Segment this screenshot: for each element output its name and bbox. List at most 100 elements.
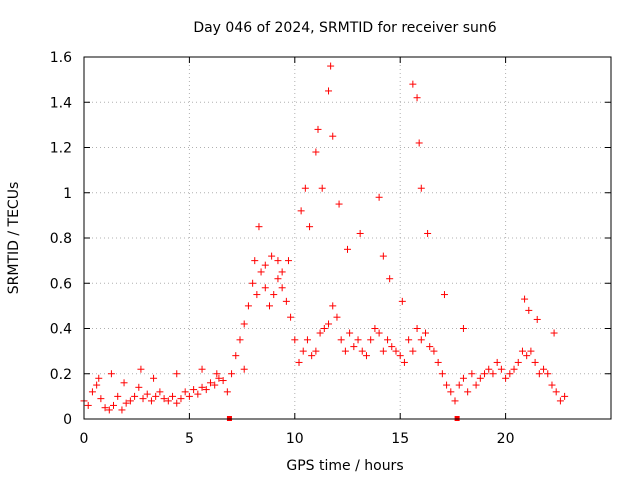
data-point	[367, 336, 375, 344]
data-point	[156, 388, 164, 396]
data-point	[97, 395, 105, 403]
data-point	[371, 325, 379, 332]
data-point	[278, 268, 286, 276]
x-tick-label: 10	[286, 431, 304, 447]
data-point	[325, 320, 333, 328]
data-point	[228, 370, 236, 378]
data-point	[443, 381, 451, 389]
data-point	[561, 392, 569, 400]
data-point	[114, 392, 122, 400]
data-point	[194, 390, 202, 398]
data-point	[396, 352, 404, 360]
x-axis-title: GPS time / hours	[286, 458, 403, 474]
data-point	[88, 388, 96, 396]
data-point	[253, 291, 261, 299]
data-point	[147, 397, 155, 405]
y-tick-label: 1.6	[50, 50, 72, 66]
data-point	[451, 397, 459, 405]
data-point	[251, 257, 259, 265]
data-point	[552, 388, 560, 396]
data-point	[295, 358, 303, 366]
data-point	[213, 370, 221, 378]
data-point	[169, 392, 177, 400]
data-point	[485, 365, 493, 373]
data-point	[356, 229, 364, 237]
data-point	[556, 397, 564, 405]
data-point	[257, 268, 265, 276]
data-point	[312, 148, 320, 156]
data-point	[409, 80, 417, 88]
data-point	[544, 370, 552, 378]
y-tick-labels: 0 0.2 0.4 0.6 0.8 1 1.2 1.4 1.6	[50, 50, 72, 428]
data-point	[95, 374, 103, 382]
data-point	[181, 388, 189, 396]
data-point	[122, 399, 130, 407]
data-point	[120, 379, 128, 387]
data-point	[329, 132, 337, 140]
x-tick-label: 20	[497, 431, 515, 447]
data-point	[523, 352, 531, 360]
data-point	[481, 370, 489, 378]
data-point	[190, 386, 198, 394]
data-point	[405, 336, 413, 344]
data-point	[316, 329, 324, 337]
data-point	[278, 284, 286, 292]
data-point	[426, 343, 434, 351]
axis-ticks	[83, 56, 611, 420]
data-point	[206, 379, 214, 387]
data-point	[540, 365, 548, 373]
data-point	[362, 352, 370, 360]
data-point	[392, 347, 400, 355]
data-point	[497, 365, 505, 373]
data-point	[232, 352, 240, 360]
data-point	[354, 336, 362, 344]
data-point	[533, 315, 541, 323]
data-point	[270, 291, 278, 299]
data-point	[223, 388, 231, 396]
data-point	[476, 374, 484, 382]
data-point	[244, 302, 252, 310]
data-point	[417, 336, 425, 344]
data-point	[306, 223, 314, 231]
data-point	[472, 381, 480, 389]
data-point	[398, 297, 406, 305]
data-point	[173, 399, 181, 407]
data-point	[126, 397, 134, 405]
data-point	[301, 184, 309, 192]
data-point	[274, 257, 282, 265]
data-point	[489, 370, 497, 378]
y-tick-label: 1	[63, 186, 72, 202]
data-point	[135, 383, 143, 391]
data-point	[318, 184, 326, 192]
x-tick-label: 0	[80, 431, 89, 447]
data-point	[548, 381, 556, 389]
y-tick-label: 0.2	[50, 367, 72, 383]
data-point	[531, 358, 539, 366]
data-point	[337, 336, 345, 344]
data-point	[139, 395, 147, 403]
data-point	[413, 94, 421, 102]
x-tick-label: 5	[185, 431, 194, 447]
data-point	[160, 395, 168, 403]
data-point	[502, 374, 510, 382]
plot-frame	[83, 56, 612, 420]
data-point	[118, 406, 126, 414]
data-point	[415, 139, 423, 147]
data-point	[261, 284, 269, 292]
y-tick-label: 0	[63, 412, 72, 428]
data-point	[424, 229, 432, 237]
data-point	[308, 352, 316, 360]
data-point	[249, 279, 257, 287]
data-point	[350, 343, 358, 351]
data-point	[379, 252, 387, 260]
data-point	[297, 207, 305, 215]
data-point	[261, 261, 269, 269]
data-point	[255, 223, 263, 231]
data-point	[375, 193, 383, 201]
data-point	[173, 370, 181, 378]
y-tick-label: 0.6	[50, 276, 72, 292]
data-point	[287, 313, 295, 321]
data-point	[493, 358, 501, 366]
data-point	[93, 381, 101, 389]
data-point	[215, 374, 223, 382]
